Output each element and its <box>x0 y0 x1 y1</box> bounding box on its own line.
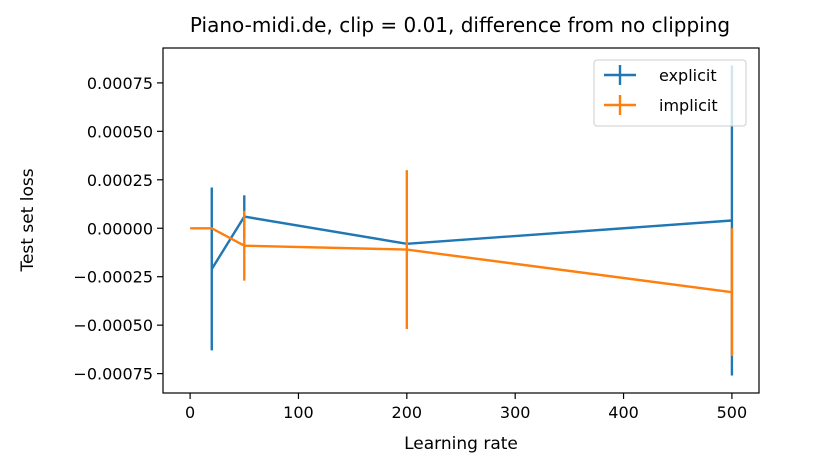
series-line-implicit <box>190 227 733 294</box>
plot-frame <box>162 47 760 394</box>
legend-label-implicit: implicit <box>659 96 718 115</box>
series-line-explicit <box>210 215 732 270</box>
legend-label-explicit: explicit <box>659 66 717 85</box>
y-tick-label: 0.00000 <box>87 219 153 238</box>
x-tick-label: 500 <box>717 403 748 422</box>
y-tick-label: 0.00050 <box>87 122 153 141</box>
x-tick-label: 100 <box>283 403 314 422</box>
y-tick-label: −0.00025 <box>73 268 153 287</box>
x-tick-label: 300 <box>500 403 531 422</box>
y-tick-label: −0.00075 <box>73 365 153 384</box>
chart-title: Piano-midi.de, clip = 0.01, difference f… <box>190 13 730 37</box>
y-axis-label: Test set loss <box>18 168 38 272</box>
x-tick-label: 200 <box>392 403 423 422</box>
y-tick-label: −0.00050 <box>73 316 153 335</box>
x-tick-label: 0 <box>185 403 195 422</box>
y-tick-label: 0.00025 <box>87 171 153 190</box>
y-tick-label: 0.00075 <box>87 74 153 93</box>
x-axis-label: Learning rate <box>404 434 518 454</box>
legend-box <box>593 59 747 127</box>
legend: explicit implicit <box>593 59 747 127</box>
x-tick-label: 400 <box>608 403 639 422</box>
